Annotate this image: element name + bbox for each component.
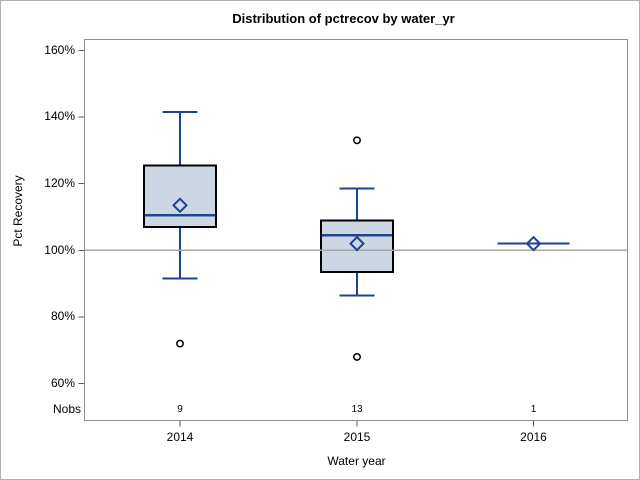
y-tick-label: 80% — [50, 309, 75, 324]
y-tick-label: 100% — [44, 242, 75, 257]
chart-title: Distribution of pctrecov by water_yr — [232, 11, 455, 26]
x-tick-label: 2016 — [520, 430, 547, 444]
nobs-value: 1 — [530, 404, 537, 415]
x-tick-label: 2015 — [343, 430, 371, 444]
box — [143, 164, 217, 228]
nobs-row-label: Nobs — [52, 402, 81, 416]
y-tick-label: 160% — [44, 42, 75, 57]
mean-diamond — [172, 197, 188, 214]
nobs-value: 13 — [351, 404, 363, 415]
y-tick-label: 140% — [44, 109, 75, 124]
mean-diamond — [525, 235, 542, 252]
nobs-value: 9 — [177, 404, 183, 415]
plot-frame — [84, 39, 628, 421]
x-tick-label: 2014 — [166, 430, 194, 444]
outlier-point — [353, 352, 361, 361]
x-axis-title: Water year — [327, 454, 386, 468]
outlier-point — [176, 339, 184, 348]
mean-diamond — [349, 235, 365, 252]
box — [320, 219, 394, 273]
y-tick-label: 60% — [50, 376, 75, 391]
y-tick-label: 120% — [44, 176, 75, 191]
outlier-point — [353, 136, 361, 145]
